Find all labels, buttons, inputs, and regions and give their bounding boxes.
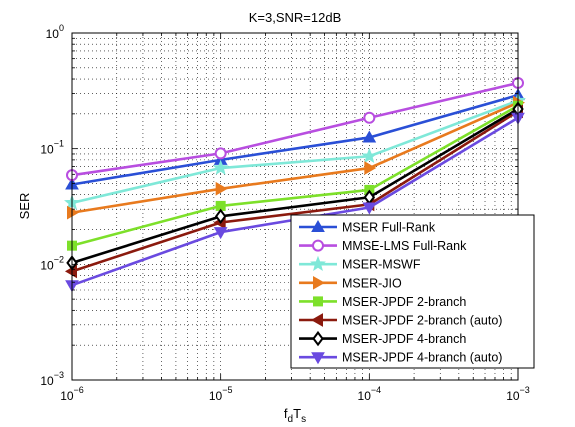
- legend-entry: MSER-MSWF: [299, 255, 421, 272]
- series-layer: [64, 76, 526, 293]
- x-label-sub-d: d: [288, 414, 294, 425]
- legend-entry: MSER-JPDF 4-branch: [299, 330, 466, 347]
- x-label-f: f: [284, 406, 288, 421]
- legend-box: [290, 214, 535, 369]
- legend-entry: MMSE-LMS Full-Rank: [299, 239, 467, 253]
- data-point: [362, 130, 377, 143]
- legend-label: MMSE-LMS Full-Rank: [342, 239, 467, 253]
- y-axis-label: SER: [17, 193, 32, 220]
- data-point: [212, 159, 229, 175]
- legend-label: MSER Full-Rank: [342, 221, 436, 235]
- data-point: [215, 181, 228, 196]
- legend-label: MSER-JPDF 4-branch: [342, 332, 466, 346]
- data-point: [214, 208, 227, 225]
- chart-title: K=3,SNR=12dB: [249, 10, 342, 25]
- y-tick-label: 10−2: [40, 254, 64, 272]
- series-line: [71, 107, 519, 265]
- data-point: [214, 147, 227, 160]
- data-point: [310, 313, 323, 327]
- series-line: [71, 101, 519, 214]
- legend-label: MSER-JIO: [342, 276, 402, 290]
- x-tick-label: 10−6: [60, 385, 84, 403]
- series-line: [71, 93, 519, 186]
- data-point: [361, 147, 378, 164]
- legend: MSER Full-Rank MMSE-LMS Full-Rank MSER-MSW…: [290, 214, 535, 369]
- data-point: [312, 239, 324, 252]
- series-line: [71, 110, 519, 273]
- data-point: [310, 255, 326, 271]
- legend-entry: MSER-JPDF 2-branch: [299, 295, 466, 309]
- data-point: [363, 111, 376, 124]
- data-point: [311, 352, 325, 365]
- legend-entry: MSER-JPDF 2-branch (auto): [299, 313, 502, 328]
- legend-label: MSER-JPDF 2-branch (auto): [342, 314, 502, 328]
- data-point: [313, 296, 323, 307]
- x-tick-label: 10−4: [358, 385, 382, 403]
- series-line: [71, 104, 519, 247]
- data-point: [67, 205, 80, 220]
- data-point: [213, 227, 228, 240]
- x-label-sub-s: s: [301, 414, 306, 425]
- legend-entry: MSER Full-Rank: [299, 219, 436, 235]
- data-point: [312, 330, 324, 347]
- legend-entry: MSER-JPDF 4-branch (auto): [299, 351, 502, 365]
- data-point: [364, 161, 377, 175]
- x-axis-label: fdTs: [284, 406, 306, 425]
- x-tick-label: 10−5: [209, 385, 233, 403]
- x-label-t: T: [293, 406, 301, 421]
- data-point: [362, 202, 377, 215]
- series-line: [71, 99, 519, 205]
- x-tick-label: 10−3: [506, 385, 530, 403]
- legend-label: MSER-JPDF 2-branch: [342, 295, 466, 309]
- y-tick-label: 10−3: [40, 370, 64, 388]
- legend-entry: MSER-JIO: [299, 275, 402, 290]
- legend-label: MSER-MSWF: [342, 258, 421, 272]
- y-tick-label: 10−1: [40, 139, 64, 157]
- tick-labels: 10−6 10−5 10−4 10−3 10−3 10−2 10−1 100: [40, 23, 529, 403]
- data-point: [311, 219, 325, 232]
- data-point: [313, 275, 326, 290]
- plot-frame: [71, 32, 519, 381]
- y-tick-label: 100: [46, 23, 64, 41]
- series-line: [71, 81, 519, 177]
- legend-label: MSER-JPDF 4-branch (auto): [342, 351, 502, 365]
